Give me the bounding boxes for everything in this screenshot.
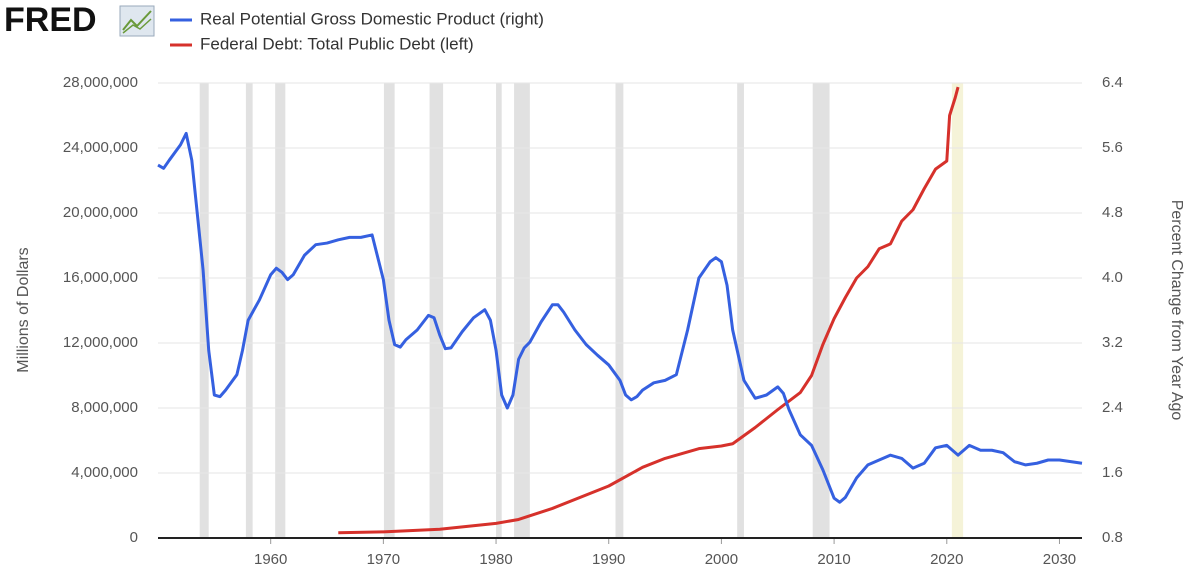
y2-tick-label: 6.4 xyxy=(1102,74,1123,91)
x-tick-label: 1960 xyxy=(254,551,287,568)
legend-label: Real Potential Gross Domestic Product (r… xyxy=(200,9,544,28)
recession-band xyxy=(615,83,624,538)
y2-tick-label: 0.8 xyxy=(1102,529,1123,546)
y-tick-label: 16,000,000 xyxy=(63,269,138,286)
y-tick-label: 0 xyxy=(130,529,138,546)
logo-icon xyxy=(119,5,155,37)
recession-band xyxy=(245,83,253,538)
series-line xyxy=(338,86,960,535)
y-tick-label: 8,000,000 xyxy=(71,399,138,416)
y2-tick-label: 5.6 xyxy=(1102,139,1123,156)
y-tick-label: 20,000,000 xyxy=(63,204,138,221)
recession-band xyxy=(496,83,502,538)
x-tick-label: 2030 xyxy=(1043,551,1076,568)
y-axis-label: Millions of Dollars xyxy=(15,247,32,372)
y2-tick-label: 1.6 xyxy=(1102,464,1123,481)
y-tick-label: 28,000,000 xyxy=(63,74,138,91)
y-tick-label: 12,000,000 xyxy=(63,334,138,351)
x-tick-label: 2000 xyxy=(705,551,738,568)
recession-band xyxy=(383,83,395,538)
x-tick-label: 1970 xyxy=(367,551,400,568)
recession-band xyxy=(812,83,830,538)
y-tick-label: 4,000,000 xyxy=(71,464,138,481)
recession-band xyxy=(429,83,444,538)
y2-tick-label: 4.8 xyxy=(1102,204,1123,221)
y2-tick-label: 2.4 xyxy=(1102,399,1123,416)
legend-label: Federal Debt: Total Public Debt (left) xyxy=(200,34,474,53)
logo: FRED xyxy=(4,1,97,39)
recession-band xyxy=(275,83,286,538)
x-tick-label: 2010 xyxy=(817,551,850,568)
x-tick-label: 1980 xyxy=(479,551,512,568)
y2-tick-label: 3.2 xyxy=(1102,334,1123,351)
recession-band xyxy=(737,83,744,538)
x-tick-label: 1990 xyxy=(592,551,625,568)
x-tick-label: 2020 xyxy=(930,551,963,568)
series-line xyxy=(157,131,1083,504)
y-tick-label: 24,000,000 xyxy=(63,139,138,156)
recession-band xyxy=(514,83,530,538)
highlight-band xyxy=(951,83,964,538)
y2-axis-label: Percent Change from Year Ago xyxy=(1168,200,1185,421)
y2-tick-label: 4.0 xyxy=(1102,269,1123,286)
recession-band xyxy=(199,83,209,538)
